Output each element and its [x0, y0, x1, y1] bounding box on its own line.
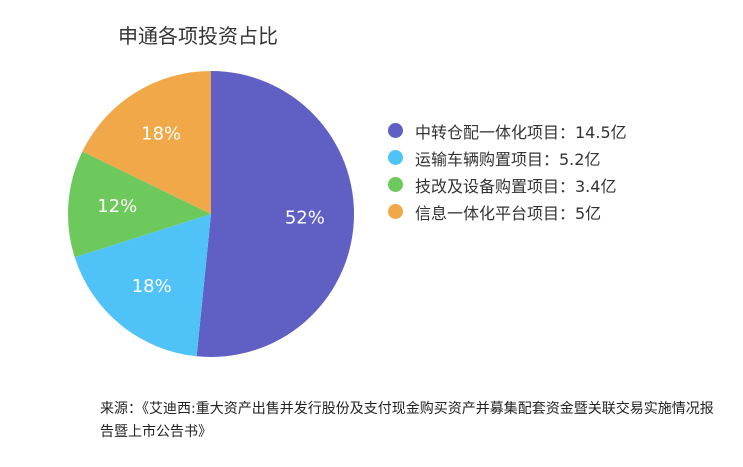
source-note: 来源：《艾迪西:重大资产出售并发行股份及支付现金购买资产并募集配套资金暨关联交易…: [100, 401, 714, 440]
legend: 中转仓配一体化项目：14.5亿 运输车辆购置项目：5.2亿 技改及设备购置项目：…: [388, 117, 627, 225]
slice-percent-label: 52%: [285, 208, 325, 229]
legend-item-equipment-upgrade: 技改及设备购置项目：3.4亿: [388, 171, 627, 198]
slice-equipment-upgrade: [67, 151, 211, 258]
legend-item-information-platform: 信息一体化平台项目：5亿: [388, 198, 627, 225]
slice-information-platform: [82, 70, 211, 214]
legend-marker: [388, 123, 403, 138]
legend-marker: [388, 150, 403, 165]
legend-label: 运输车辆购置项目：5.2亿: [415, 149, 601, 169]
slice-percent-label: 18%: [141, 123, 181, 144]
legend-marker: [388, 204, 403, 219]
legend-item-transfer-warehouse: 中转仓配一体化项目：14.5亿: [388, 117, 627, 144]
legend-label: 技改及设备购置项目：3.4亿: [415, 176, 617, 196]
slice-percent-label: 12%: [97, 196, 137, 217]
legend-label: 中转仓配一体化项目：14.5亿: [415, 122, 627, 142]
slice-percent-label: 18%: [132, 276, 172, 297]
slice-vehicle-purchase: [74, 214, 211, 357]
legend-label: 信息一体化平台项目：5亿: [415, 203, 602, 223]
legend-item-vehicle-purchase: 运输车辆购置项目：5.2亿: [388, 144, 627, 171]
slice-transfer-warehouse: [196, 71, 354, 357]
legend-marker: [388, 177, 403, 192]
chart-title: 申通各项投资占比: [118, 24, 278, 48]
